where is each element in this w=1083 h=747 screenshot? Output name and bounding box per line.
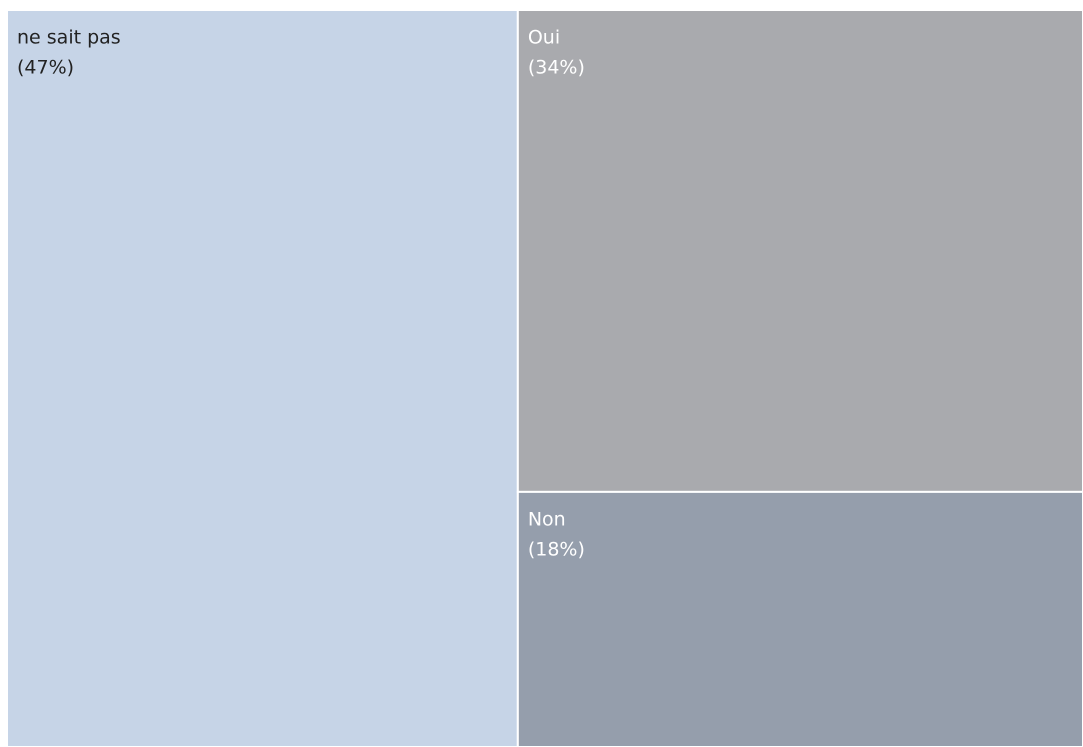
treemap-cell xyxy=(6,9,519,747)
treemap-cell xyxy=(516,490,1083,747)
cell-value-label: (47%) xyxy=(17,57,74,79)
cell-value-label: (34%) xyxy=(528,57,585,79)
cell-label: ne sait pas xyxy=(17,27,121,49)
cell-label: Oui xyxy=(528,27,560,49)
cell-value-label: (18%) xyxy=(528,538,585,560)
treemap-cell xyxy=(516,9,1083,493)
cell-label: Non xyxy=(528,508,566,530)
